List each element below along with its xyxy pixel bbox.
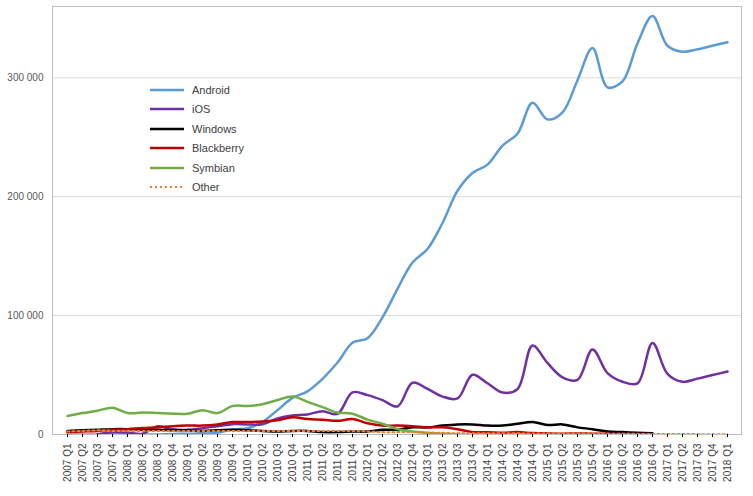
svg-text:100 000: 100 000 [7, 310, 44, 321]
svg-text:2010 Q4: 2010 Q4 [287, 443, 298, 482]
svg-text:2012 Q4: 2012 Q4 [407, 443, 418, 482]
svg-text:2016 Q2: 2016 Q2 [617, 443, 628, 482]
svg-text:200 000: 200 000 [7, 191, 44, 202]
svg-text:2007 Q1: 2007 Q1 [62, 443, 73, 482]
html-text:Windows: Windows [192, 122, 237, 135]
svg-text:2007 Q2: 2007 Q2 [77, 443, 88, 482]
svg-text:2011 Q1: 2011 Q1 [302, 443, 313, 481]
svg-text:2008 Q3: 2008 Q3 [152, 443, 163, 482]
svg-text:2015 Q1: 2015 Q1 [542, 443, 553, 482]
svg-text:2010 Q2: 2010 Q2 [257, 443, 268, 482]
html-text:Other: Other [192, 181, 220, 194]
svg-text:2007 Q4: 2007 Q4 [107, 443, 118, 482]
svg-text:2013 Q4: 2013 Q4 [467, 443, 478, 482]
svg-text:2014 Q4: 2014 Q4 [527, 443, 538, 482]
svg-text:2012 Q2: 2012 Q2 [377, 443, 388, 482]
svg-text:2013 Q1: 2013 Q1 [422, 443, 433, 482]
svg-text:2017 Q1: 2017 Q1 [662, 443, 673, 482]
svg-text:2009 Q3: 2009 Q3 [212, 443, 223, 482]
svg-text:2015 Q4: 2015 Q4 [587, 443, 598, 482]
svg-text:2009 Q4: 2009 Q4 [227, 443, 238, 482]
svg-text:2015 Q2: 2015 Q2 [557, 443, 568, 482]
svg-text:2015 Q3: 2015 Q3 [572, 443, 583, 482]
svg-text:2014 Q1: 2014 Q1 [482, 443, 493, 482]
svg-text:2012 Q1: 2012 Q1 [362, 443, 373, 482]
svg-text:2014 Q3: 2014 Q3 [512, 443, 523, 482]
svg-text:2018 Q1: 2018 Q1 [722, 443, 733, 482]
svg-text:2016 Q3: 2016 Q3 [632, 443, 643, 482]
svg-text:2008 Q2: 2008 Q2 [137, 443, 148, 482]
svg-text:2009 Q2: 2009 Q2 [197, 443, 208, 482]
svg-text:2007 Q3: 2007 Q3 [92, 443, 103, 482]
svg-text:2011 Q4: 2011 Q4 [347, 443, 358, 481]
svg-text:2011 Q2: 2011 Q2 [317, 443, 328, 481]
svg-text:300 000: 300 000 [7, 72, 44, 83]
svg-text:2008 Q4: 2008 Q4 [167, 443, 178, 482]
svg-text:2017 Q2: 2017 Q2 [677, 443, 688, 482]
svg-text:2008 Q1: 2008 Q1 [122, 443, 133, 482]
svg-text:2009 Q1: 2009 Q1 [182, 443, 193, 482]
svg-text:2017 Q4: 2017 Q4 [707, 443, 718, 482]
html-text:Android: Android [192, 83, 230, 96]
svg-text:2013 Q2: 2013 Q2 [437, 443, 448, 482]
svg-text:2016 Q1: 2016 Q1 [602, 443, 613, 482]
html-text:Blackberry: Blackberry [192, 142, 244, 155]
svg-text:2010 Q1: 2010 Q1 [242, 443, 253, 482]
svg-text:2017 Q3: 2017 Q3 [692, 443, 703, 482]
html-text:iOS: iOS [192, 103, 211, 116]
svg-text:0: 0 [38, 429, 44, 440]
html-text:Symbian: Symbian [192, 161, 235, 174]
svg-text:2016 Q4: 2016 Q4 [647, 443, 658, 482]
svg-text:2013 Q3: 2013 Q3 [452, 443, 463, 482]
svg-text:2012 Q3: 2012 Q3 [392, 443, 403, 482]
svg-text:2011 Q3: 2011 Q3 [332, 443, 343, 481]
svg-text:2010 Q3: 2010 Q3 [272, 443, 283, 482]
svg-text:2014 Q2: 2014 Q2 [497, 443, 508, 482]
